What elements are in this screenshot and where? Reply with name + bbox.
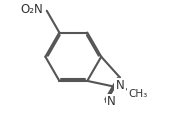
Text: CH₃: CH₃ bbox=[128, 89, 147, 99]
Text: N: N bbox=[107, 95, 116, 108]
Text: O₂N: O₂N bbox=[21, 3, 43, 16]
Text: N: N bbox=[116, 79, 125, 92]
